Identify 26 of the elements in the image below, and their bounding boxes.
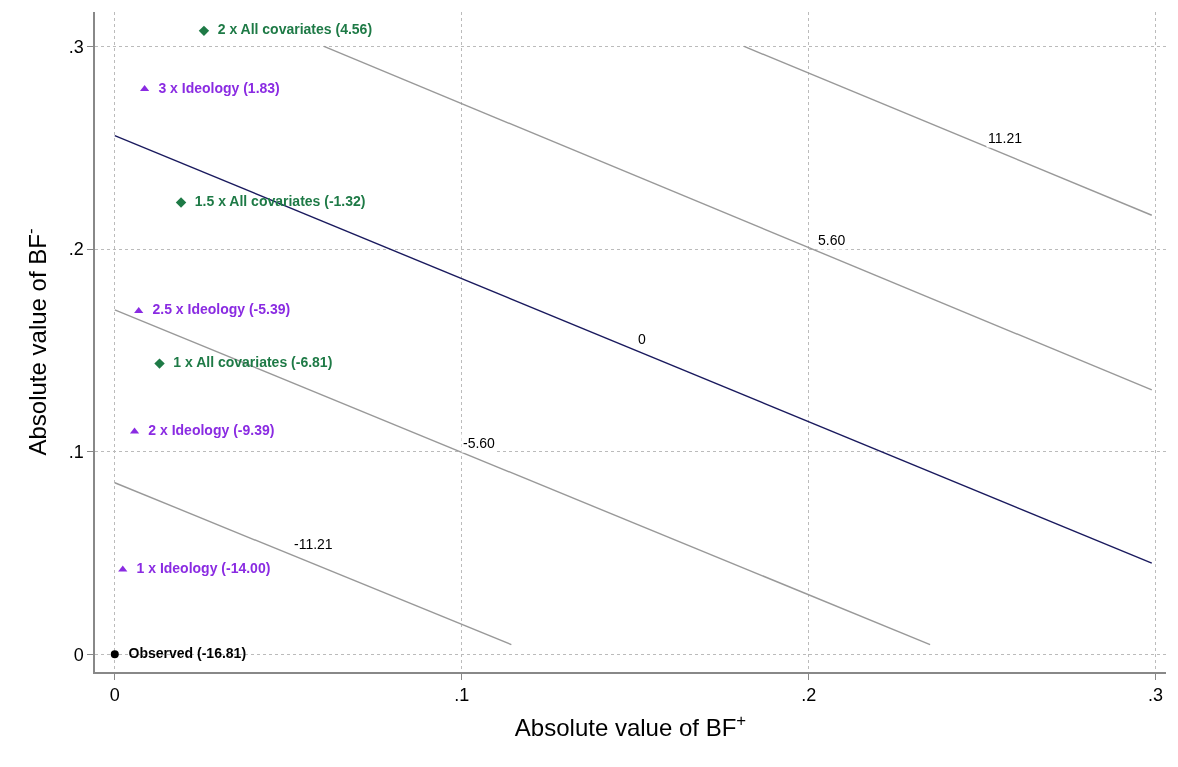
annotation: 5.60 [818, 232, 846, 248]
point [175, 197, 187, 208]
x-tick-label: .3 [1148, 685, 1164, 706]
series-label: 2 x Ideology (-9.39) [140, 421, 275, 438]
point [110, 650, 119, 659]
x-tick-label: 0 [109, 685, 120, 706]
series-label: 1 x All covariates (-6.81) [165, 354, 333, 371]
series-label: 2 x All covariates (4.56) [209, 21, 373, 38]
annotation: 11.21 [988, 130, 1023, 146]
y-tick-label: .3 [68, 36, 84, 57]
point [198, 25, 210, 37]
series-label: 1 x Ideology (-14.00) [128, 559, 271, 576]
point [154, 358, 165, 369]
y-tick-label: .2 [68, 239, 84, 260]
annotation: -11.21 [294, 536, 333, 552]
x-axis-title: Absolute value of BF$^{+}$ [514, 711, 747, 742]
series-label: Observed (-16.81) [120, 644, 247, 661]
series-label: 3 x Ideology (1.83) [150, 79, 280, 96]
annotation: 0 [638, 331, 646, 347]
series-label: 2.5 x Ideology (-5.39) [144, 301, 291, 318]
y-tick-label: .1 [68, 442, 84, 463]
x-tick-label: .2 [801, 685, 817, 706]
y-tick-label: 0 [73, 644, 84, 665]
x-tick-label: .1 [454, 685, 470, 706]
point [134, 306, 144, 313]
annotation: -5.60 [463, 435, 496, 451]
